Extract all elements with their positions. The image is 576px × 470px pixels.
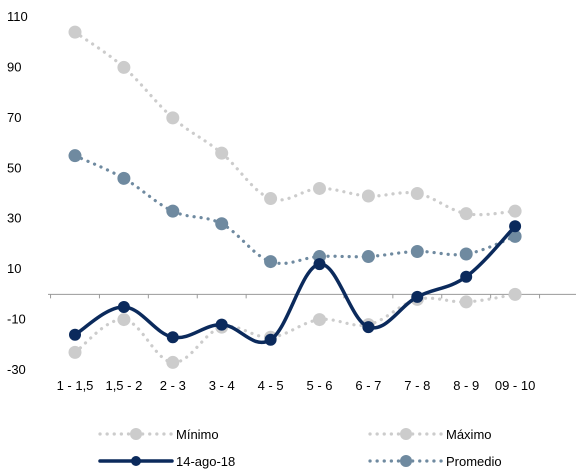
data-point-fecha xyxy=(313,258,326,271)
data-point-minimo xyxy=(117,313,131,327)
series-layer xyxy=(68,25,522,369)
legend-swatch-marker xyxy=(400,455,412,467)
legend-item-fecha: 14-ago-18 xyxy=(98,454,235,469)
legend-item-minimo: Mínimo xyxy=(98,427,219,442)
x-tick-label: 6 - 7 xyxy=(355,378,381,393)
y-tick-label: 110 xyxy=(7,9,28,24)
y-tick-label: -30 xyxy=(7,362,26,377)
series-line-fecha xyxy=(73,224,517,344)
series-maximo xyxy=(68,25,522,221)
data-point-promedio xyxy=(508,229,522,243)
data-point-promedio xyxy=(166,204,180,218)
legend-label: 14-ago-18 xyxy=(176,454,235,469)
legend-item-promedio: Promedio xyxy=(368,454,502,469)
y-tick-label: 90 xyxy=(7,59,21,74)
legend-label: Mínimo xyxy=(176,427,219,442)
data-point-promedio xyxy=(117,171,131,185)
data-point-fecha xyxy=(264,333,277,346)
legend-item-maximo: Máximo xyxy=(368,427,492,442)
y-tick-label: 30 xyxy=(7,211,21,226)
legend-swatch-marker xyxy=(131,456,141,466)
x-tick-label: 7 - 8 xyxy=(404,378,430,393)
legend-swatch-marker xyxy=(130,428,142,440)
data-point-fecha xyxy=(509,220,522,233)
y-tick-label: 70 xyxy=(7,110,21,125)
data-point-fecha xyxy=(215,318,228,331)
data-point-maximo xyxy=(117,60,131,74)
data-point-promedio xyxy=(361,250,375,264)
series-fecha xyxy=(69,220,522,346)
data-point-fecha xyxy=(460,270,473,283)
series-minimo xyxy=(68,287,522,369)
data-point-minimo xyxy=(508,287,522,301)
data-point-maximo xyxy=(166,111,180,125)
y-axis-tick-labels: 110 90 70 50 30 10 -10 -30 xyxy=(7,9,28,377)
data-point-maximo xyxy=(68,25,82,39)
data-point-minimo xyxy=(166,355,180,369)
legend-label: Máximo xyxy=(446,427,492,442)
data-point-minimo xyxy=(459,295,473,309)
x-tick-label: 5 - 6 xyxy=(306,378,332,393)
x-tick-label: 3 - 4 xyxy=(209,378,235,393)
data-point-fecha xyxy=(166,331,179,344)
x-tick-label: 8 - 9 xyxy=(453,378,479,393)
data-point-maximo xyxy=(459,207,473,221)
data-point-fecha xyxy=(69,328,81,341)
data-point-maximo xyxy=(313,181,326,195)
x-tick-label: 1,5 - 2 xyxy=(105,378,142,393)
series-line-promedio xyxy=(73,154,517,266)
data-point-maximo xyxy=(361,189,375,203)
y-tick-label: -10 xyxy=(7,312,26,327)
data-point-maximo xyxy=(215,146,229,160)
data-point-maximo xyxy=(508,204,522,218)
series-promedio xyxy=(68,149,522,269)
data-point-promedio xyxy=(68,149,82,163)
x-axis-tick-labels: 1 - 1,5 1,5 - 2 2 - 3 3 - 4 4 - 5 5 - 6 6 - 7 7… xyxy=(50,294,541,393)
data-point-fecha xyxy=(411,290,424,303)
x-tick-label: 4 - 5 xyxy=(258,378,284,393)
data-point-fecha xyxy=(117,300,130,313)
data-point-promedio xyxy=(459,247,473,261)
data-point-fecha xyxy=(362,321,375,334)
legend-label: Promedio xyxy=(446,454,502,469)
data-point-maximo xyxy=(410,187,424,200)
data-point-promedio xyxy=(410,244,424,258)
data-point-maximo xyxy=(264,192,278,206)
series-line-minimo xyxy=(73,292,517,364)
legend-swatch-marker xyxy=(400,428,412,440)
legend: Mínimo Máximo 14-ago-18 Promedio xyxy=(98,427,502,469)
y-tick-label: 10 xyxy=(7,261,21,276)
data-point-minimo xyxy=(313,313,326,327)
x-tick-label: 09 - 10 xyxy=(495,378,535,393)
data-point-minimo xyxy=(68,345,82,359)
data-point-promedio xyxy=(264,255,278,269)
y-tick-label: 50 xyxy=(7,160,21,175)
x-tick-label: 1 - 1,5 xyxy=(57,378,94,393)
x-tick-label: 2 - 3 xyxy=(160,378,186,393)
data-point-promedio xyxy=(215,217,229,231)
series-line-maximo xyxy=(73,30,517,217)
